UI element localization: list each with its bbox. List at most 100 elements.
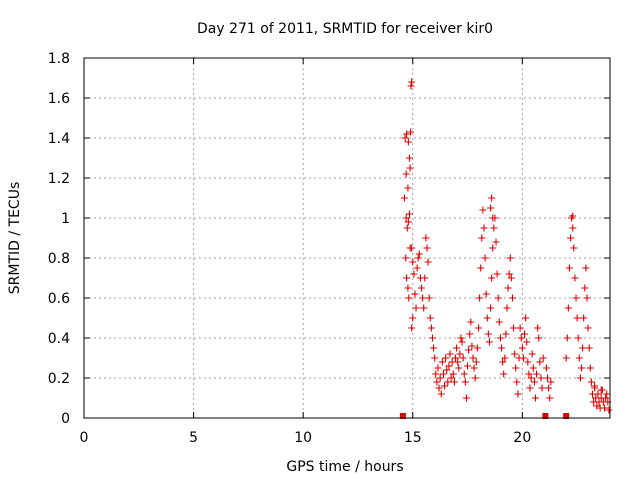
data-point	[468, 342, 476, 350]
data-point	[445, 362, 453, 370]
data-point	[578, 364, 586, 372]
data-point	[460, 370, 468, 378]
y-tick-label: 1.6	[48, 91, 70, 107]
data-point	[434, 364, 442, 372]
data-point	[485, 338, 493, 346]
data-point	[507, 274, 515, 282]
data-point	[501, 354, 509, 362]
x-tick-labels: 0 5 10 15 20	[80, 430, 532, 446]
data-point	[409, 258, 417, 266]
data-point	[510, 324, 518, 332]
data-point	[562, 354, 570, 362]
data-point	[545, 384, 553, 392]
data-point	[547, 378, 555, 386]
data-point	[498, 344, 506, 352]
data-point	[450, 378, 458, 386]
data-point	[511, 350, 519, 358]
data-point	[408, 78, 416, 86]
data-point	[508, 294, 516, 302]
data-point	[408, 324, 416, 332]
data-point	[458, 338, 466, 346]
data-point	[410, 270, 418, 278]
data-point	[415, 250, 423, 258]
y-tick-label: 1.8	[48, 51, 70, 67]
data-point	[594, 390, 602, 398]
data-point	[466, 330, 474, 338]
data-point	[586, 364, 594, 372]
data-point	[533, 370, 541, 378]
data-point	[404, 138, 412, 146]
plot-frame	[83, 57, 611, 419]
data-point	[457, 334, 465, 342]
data-point	[476, 294, 484, 302]
data-point	[446, 350, 454, 358]
data-point	[405, 294, 413, 302]
data-point	[500, 370, 508, 378]
data-point	[526, 384, 534, 392]
data-point	[489, 214, 497, 222]
data-point	[405, 210, 413, 218]
data-point	[465, 346, 473, 354]
data-point	[407, 128, 415, 136]
data-point	[523, 338, 531, 346]
data-point	[546, 394, 554, 402]
data-point	[517, 334, 525, 342]
data-point	[521, 330, 529, 338]
data-point	[423, 244, 431, 252]
data-point	[591, 382, 599, 390]
data-point	[404, 284, 412, 292]
data-point	[504, 284, 512, 292]
data-point	[576, 374, 584, 382]
data-point	[499, 358, 507, 366]
data-point	[581, 284, 589, 292]
data-point	[435, 384, 443, 392]
x-tick-label: 15	[404, 430, 422, 446]
data-point	[403, 130, 411, 138]
y-axis-label: SRMTID / TECUs	[7, 182, 23, 295]
data-point	[522, 314, 530, 322]
data-point	[519, 354, 527, 362]
data-point	[502, 330, 510, 338]
data-point	[524, 358, 532, 366]
data-point	[478, 234, 486, 242]
data-point	[480, 224, 488, 232]
data-point	[473, 344, 481, 352]
data-point	[406, 164, 414, 172]
data-point	[449, 370, 457, 378]
data-point	[582, 264, 590, 272]
data-point	[537, 374, 545, 382]
data-point	[490, 224, 498, 232]
data-point	[542, 364, 550, 372]
chart-title: Day 271 of 2011, SRMTID for receiver kir…	[197, 21, 493, 37]
data-point	[529, 364, 537, 372]
data-point	[587, 378, 595, 386]
data-point	[505, 270, 513, 278]
data-point	[597, 386, 605, 394]
y-tick-label: 0.2	[48, 371, 70, 387]
x-tick-label: 5	[189, 430, 198, 446]
data-point	[421, 274, 429, 282]
data-point	[531, 394, 539, 402]
data-point	[492, 238, 500, 246]
data-point	[399, 413, 406, 419]
data-point	[438, 358, 446, 366]
data-point	[471, 374, 479, 382]
y-tick-label: 0.8	[48, 251, 70, 267]
data-point	[419, 294, 427, 302]
data-point	[402, 170, 410, 178]
data-point	[447, 374, 455, 382]
data-point	[402, 214, 410, 222]
data-point	[512, 364, 520, 372]
data-point	[583, 294, 591, 302]
data-point	[484, 330, 492, 338]
data-point	[513, 378, 521, 386]
grid-lines	[84, 58, 610, 418]
data-point	[482, 290, 490, 298]
data-point	[403, 274, 411, 282]
data-point	[601, 404, 609, 412]
data-point	[454, 358, 462, 366]
data-point	[418, 284, 426, 292]
y-tick-labels: 0 0.2 0.4 0.6 0.8 1 1.2 1.4 1.6 1.8	[48, 51, 70, 427]
data-point	[428, 334, 436, 342]
data-point	[437, 390, 445, 398]
